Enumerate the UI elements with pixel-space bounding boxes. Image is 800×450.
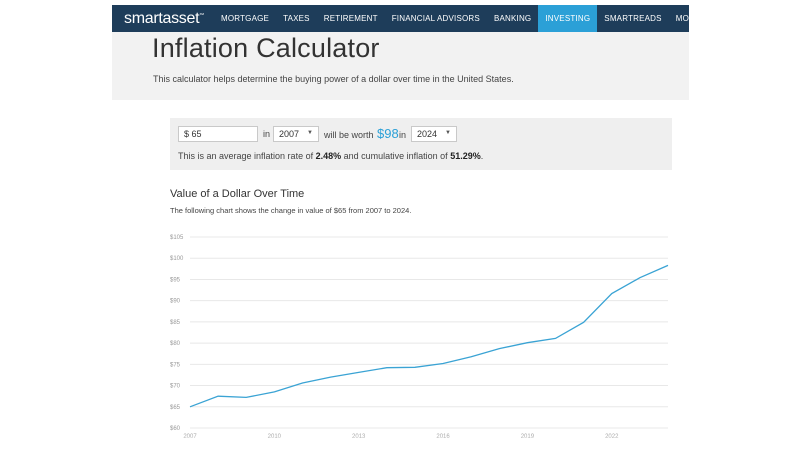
nav-item-smartreads[interactable]: SMARTREADS — [604, 14, 662, 23]
from-year-value: 2007 — [279, 129, 300, 139]
y-tick-label: $60 — [170, 426, 181, 432]
y-tick-label: $65 — [170, 405, 181, 411]
amount-input[interactable]: $ 65 — [178, 126, 258, 142]
worth-value: $98 — [377, 126, 399, 141]
from-year-select[interactable]: 2007 ▼ — [273, 126, 319, 142]
top-nav: smartasset™ MORTGAGE TAXES RETIREMENT FI… — [112, 5, 734, 32]
bottom-fade — [0, 432, 800, 450]
inflation-rate-summary: This is an average inflation rate of 2.4… — [178, 151, 484, 161]
data-point[interactable] — [188, 405, 192, 409]
page-title: Inflation Calculator — [152, 33, 380, 63]
data-point[interactable] — [385, 366, 389, 370]
select-caret-icon: ▼ — [445, 130, 451, 136]
data-point[interactable] — [469, 355, 473, 359]
data-point[interactable] — [525, 341, 529, 345]
data-point[interactable] — [554, 336, 558, 340]
data-point[interactable] — [216, 394, 220, 398]
y-tick-label: $95 — [170, 277, 181, 283]
chart-title: Value of a Dollar Over Time — [170, 188, 305, 200]
data-point[interactable] — [300, 381, 304, 385]
search-button[interactable] — [723, 13, 734, 24]
nav-item-taxes[interactable]: TAXES — [283, 14, 310, 23]
y-tick-label: $70 — [170, 384, 181, 390]
in-label: in — [263, 129, 271, 139]
to-year-value: 2024 — [417, 129, 438, 139]
select-caret-icon: ▼ — [307, 130, 313, 136]
chart-description: The following chart shows the change in … — [170, 206, 412, 215]
smartasset-logo[interactable]: smartasset™ — [124, 9, 204, 27]
average-rate-value: 2.48% — [315, 151, 342, 161]
series-line — [189, 264, 669, 408]
in-label-2: in — [399, 130, 407, 140]
nav-item-mortgage[interactable]: MORTGAGE — [220, 14, 270, 23]
data-point[interactable] — [329, 375, 333, 379]
y-tick-label: $85 — [170, 320, 181, 326]
data-point[interactable] — [666, 263, 670, 267]
data-point[interactable] — [638, 276, 642, 280]
data-point[interactable] — [272, 390, 276, 394]
chevron-down-icon: ⌄ — [704, 15, 711, 23]
data-point[interactable] — [582, 320, 586, 324]
hero-banner — [112, 32, 689, 100]
data-point[interactable] — [497, 347, 501, 351]
nav-item-banking[interactable]: BANKING — [493, 14, 532, 23]
page-subtitle: This calculator helps determine the buyi… — [153, 74, 514, 84]
y-tick-label: $75 — [170, 362, 181, 368]
y-tick-label: $105 — [170, 235, 184, 241]
data-point[interactable] — [244, 395, 248, 399]
data-point[interactable] — [357, 370, 361, 374]
search-icon — [723, 13, 734, 24]
nav-item-retirement[interactable]: RETIREMENT — [323, 14, 378, 23]
y-tick-label: $80 — [170, 341, 181, 347]
nav-item-financial-advisors[interactable]: FINANCIAL ADVISORS — [391, 14, 480, 23]
y-tick-label: $90 — [170, 299, 181, 305]
y-tick-label: $100 — [170, 256, 184, 262]
data-point[interactable] — [413, 365, 417, 369]
nav-menu: MORTGAGE TAXES RETIREMENT FINANCIAL ADVI… — [214, 5, 718, 32]
nav-item-investing[interactable]: INVESTING — [538, 5, 598, 32]
nav-more-label: MORE — [675, 14, 701, 23]
data-point[interactable] — [610, 291, 614, 295]
to-year-select[interactable]: 2024 ▼ — [411, 126, 457, 142]
worth-label: will be worth — [324, 130, 374, 140]
nav-item-more[interactable]: MORE ⌄ — [669, 5, 718, 32]
data-point[interactable] — [441, 361, 445, 365]
cumulative-rate-value: 51.29% — [450, 151, 481, 161]
